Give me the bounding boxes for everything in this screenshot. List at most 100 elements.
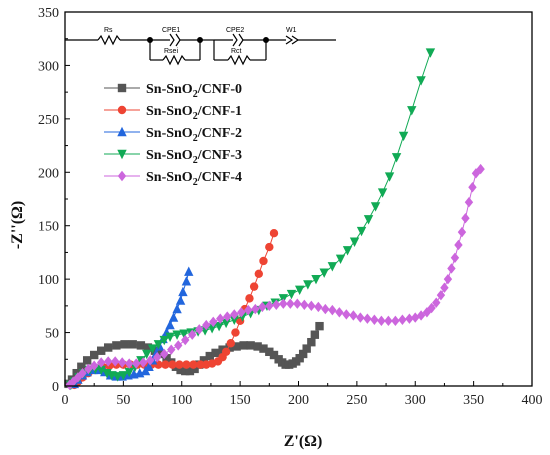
data-point <box>342 246 353 256</box>
data-point <box>124 367 134 378</box>
data-point <box>279 298 288 309</box>
data-point <box>229 315 239 325</box>
series-line-3 <box>70 52 431 386</box>
circuit-label-cpe1: CPE1 <box>162 27 180 34</box>
data-point <box>427 302 436 314</box>
legend-item-0: Sn-SnO2/CNF-0 <box>104 82 242 100</box>
data-point <box>335 254 346 265</box>
data-point <box>168 360 177 369</box>
data-point <box>162 354 171 363</box>
legend-marker <box>117 149 127 160</box>
data-point <box>190 364 199 374</box>
data-point <box>207 324 217 334</box>
data-point <box>175 360 184 369</box>
y-tick-label: 50 <box>45 327 59 342</box>
data-point <box>196 360 205 369</box>
data-point <box>231 328 240 337</box>
data-point <box>303 280 313 290</box>
data-point <box>112 341 121 350</box>
data-point <box>154 360 163 369</box>
data-point <box>300 299 309 310</box>
data-point <box>118 357 127 368</box>
data-point <box>319 268 329 278</box>
data-point <box>311 274 321 285</box>
data-point <box>143 343 153 352</box>
data-point <box>82 356 92 365</box>
legend-label: Sn-SnO2/CNF-4 <box>146 170 242 188</box>
axes-layer: 0 50 100 150 200 250 300 350 400 0 50 100 150 200 250 3… <box>38 6 543 408</box>
data-point <box>181 366 190 376</box>
data-point <box>65 379 74 391</box>
data-point <box>165 332 175 343</box>
data-point <box>103 343 113 352</box>
data-point <box>167 344 176 355</box>
data-point <box>172 303 182 314</box>
data-point <box>159 335 169 346</box>
circuit-label-w1: W1 <box>286 27 297 34</box>
data-point <box>416 76 426 86</box>
y-tick-label: 150 <box>38 220 59 235</box>
data-point <box>314 301 323 313</box>
data-point <box>249 282 259 291</box>
y-tick-label: 350 <box>38 6 59 21</box>
data-point <box>265 242 274 252</box>
data-point <box>185 366 195 376</box>
data-point <box>175 295 186 305</box>
data-point <box>286 298 295 309</box>
data-point <box>72 368 81 378</box>
data-point <box>265 347 274 357</box>
data-point <box>153 340 164 350</box>
data-point <box>251 303 260 315</box>
data-point <box>416 310 426 321</box>
y-tick-label: 200 <box>38 166 59 181</box>
data-point <box>432 297 441 308</box>
data-point <box>136 341 146 350</box>
x-tick-label: 200 <box>288 393 309 408</box>
data-point <box>128 340 137 349</box>
data-point <box>315 321 324 331</box>
data-point <box>370 314 379 325</box>
data-point <box>89 360 99 371</box>
data-point <box>407 106 417 116</box>
legend-marker <box>117 105 127 115</box>
data-point <box>168 312 179 322</box>
data-point <box>120 340 129 349</box>
x-tick-label: 300 <box>405 393 426 408</box>
data-point <box>181 334 190 346</box>
data-point <box>259 256 268 266</box>
data-point <box>132 358 141 369</box>
data-point <box>111 356 120 367</box>
data-point <box>321 303 330 315</box>
data-point <box>153 351 162 363</box>
data-point <box>259 344 268 353</box>
data-point <box>363 215 374 225</box>
circuit-label-rct: Rct <box>231 48 242 55</box>
data-point <box>125 358 134 369</box>
data-point <box>112 372 123 382</box>
data-point <box>244 304 253 316</box>
legend-label: Sn-SnO2/CNF-1 <box>146 104 242 122</box>
data-point <box>195 324 204 335</box>
data-point <box>150 346 160 355</box>
data-point <box>450 252 460 263</box>
data-point <box>356 226 367 237</box>
data-point <box>89 350 99 360</box>
x-tick-label: 250 <box>346 393 367 408</box>
data-point <box>327 262 338 272</box>
data-point <box>232 342 241 351</box>
data-point <box>188 329 197 340</box>
y-axis-title: -Z''(Ω) <box>9 201 26 249</box>
data-point <box>181 276 192 286</box>
legend: Sn-SnO2/CNF-0 Sn-SnO2/CNF-1 Sn-SnO2/CNF-2 S… <box>104 82 242 188</box>
data-point <box>139 357 148 368</box>
legend-item-4: Sn-SnO2/CNF-4 <box>104 170 242 188</box>
data-point <box>476 163 485 175</box>
plot-frame <box>64 11 533 387</box>
data-point <box>165 319 175 330</box>
data-point <box>310 330 320 339</box>
data-point <box>363 313 372 324</box>
data-point <box>172 330 182 340</box>
data-point <box>328 304 337 316</box>
data-point <box>302 344 311 353</box>
